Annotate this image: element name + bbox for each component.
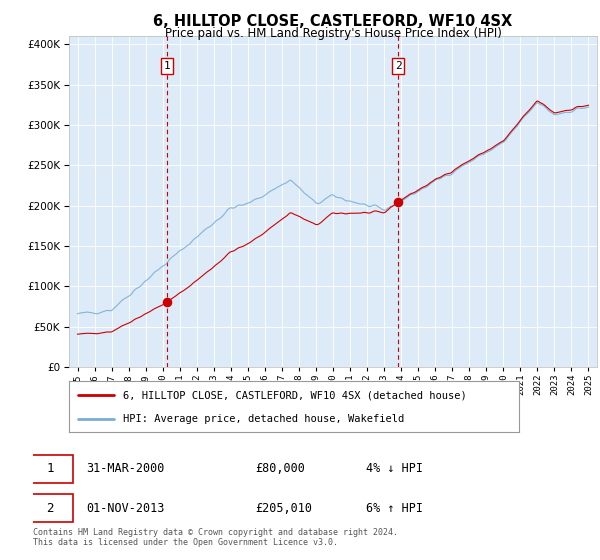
Text: 6, HILLTOP CLOSE, CASTLEFORD, WF10 4SX (detached house): 6, HILLTOP CLOSE, CASTLEFORD, WF10 4SX (…	[123, 390, 467, 400]
Point	[394, 197, 403, 206]
Text: 4% ↓ HPI: 4% ↓ HPI	[365, 463, 422, 475]
Text: 1: 1	[46, 463, 53, 475]
Text: HPI: Average price, detached house, Wakefield: HPI: Average price, detached house, Wake…	[123, 414, 404, 424]
Text: 2: 2	[46, 502, 53, 515]
Text: Contains HM Land Registry data © Crown copyright and database right 2024.
This d: Contains HM Land Registry data © Crown c…	[33, 528, 398, 547]
Text: 6% ↑ HPI: 6% ↑ HPI	[365, 502, 422, 515]
Text: £80,000: £80,000	[255, 463, 305, 475]
Text: 31-MAR-2000: 31-MAR-2000	[86, 463, 164, 475]
Text: 6, HILLTOP CLOSE, CASTLEFORD, WF10 4SX: 6, HILLTOP CLOSE, CASTLEFORD, WF10 4SX	[154, 14, 512, 29]
FancyBboxPatch shape	[28, 455, 73, 483]
Text: 2: 2	[395, 61, 401, 71]
Text: 1: 1	[164, 61, 170, 71]
Text: 01-NOV-2013: 01-NOV-2013	[86, 502, 164, 515]
Text: £205,010: £205,010	[255, 502, 312, 515]
Text: Price paid vs. HM Land Registry's House Price Index (HPI): Price paid vs. HM Land Registry's House …	[164, 27, 502, 40]
FancyBboxPatch shape	[28, 494, 73, 522]
Point	[162, 298, 172, 307]
